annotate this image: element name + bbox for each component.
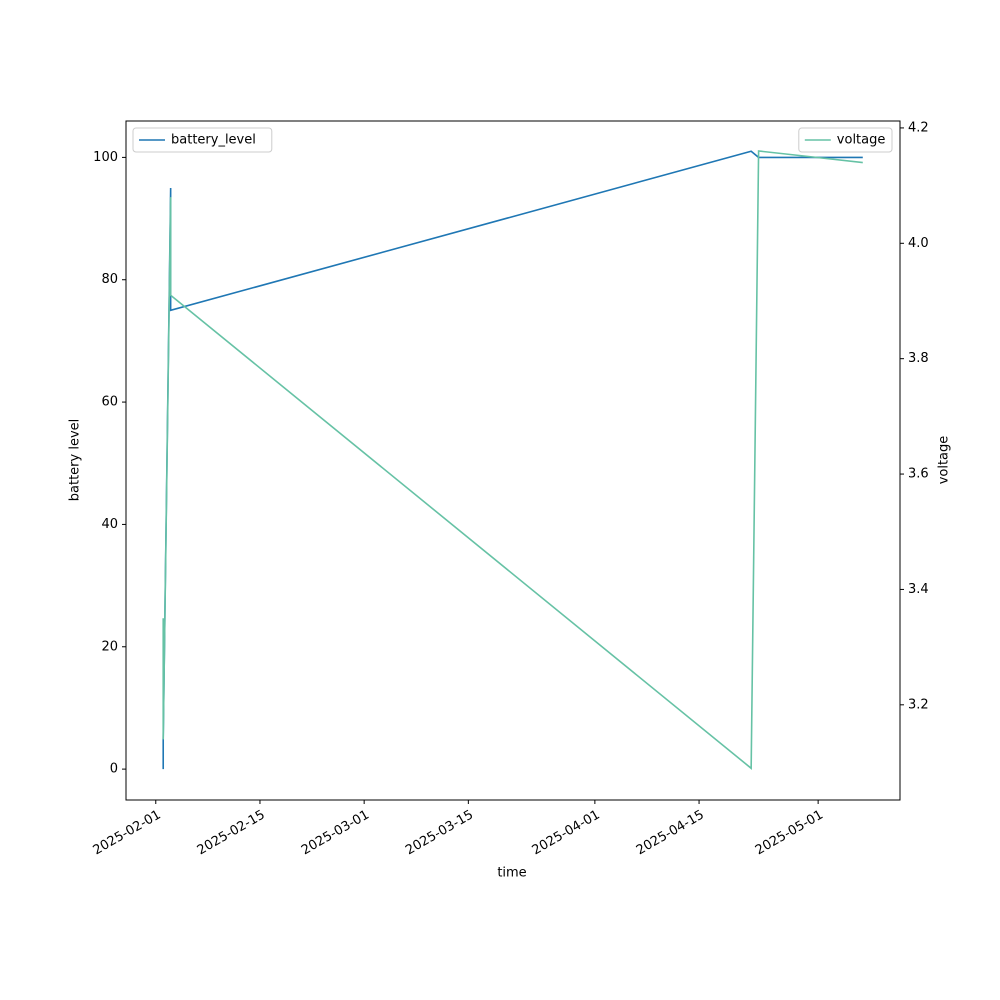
line-series — [162, 150, 863, 770]
x-tick-label: 2025-03-15 — [403, 808, 476, 859]
y-tick-label: 60 — [101, 395, 118, 410]
y2-tick-label: 4.0 — [908, 236, 929, 251]
y2-tick-label: 3.6 — [908, 467, 929, 482]
legend-box — [132, 127, 273, 153]
x-tick-label: 2025-02-01 — [91, 808, 164, 859]
x-tick-label: 2025-02-15 — [195, 808, 268, 859]
plot-frame — [125, 120, 901, 801]
y-axis-label: battery level — [68, 419, 83, 502]
y-tick-label: 20 — [101, 639, 118, 654]
y2-tick-label: 3.4 — [908, 582, 929, 597]
x-tick-label: 2025-04-01 — [530, 808, 603, 859]
x-axis-label: time — [497, 866, 526, 881]
y2-tick-label: 3.2 — [908, 697, 929, 712]
y2-tick-label: 3.8 — [908, 351, 929, 366]
x-tick-label: 2025-03-01 — [299, 808, 372, 859]
y2-tick-label: 4.2 — [908, 120, 929, 135]
legend-box — [798, 127, 893, 153]
x-tick-label: 2025-04-15 — [634, 808, 707, 859]
y2-axis-label: voltage — [937, 436, 952, 485]
y-tick-label: 80 — [101, 272, 118, 287]
x-tick-label: 2025-05-01 — [753, 808, 826, 859]
y-tick-label: 100 — [93, 150, 118, 165]
legend-label: battery_level — [171, 133, 256, 148]
y-tick-label: 0 — [110, 762, 118, 777]
legend-label: voltage — [837, 133, 886, 148]
y-tick-label: 40 — [101, 517, 118, 532]
